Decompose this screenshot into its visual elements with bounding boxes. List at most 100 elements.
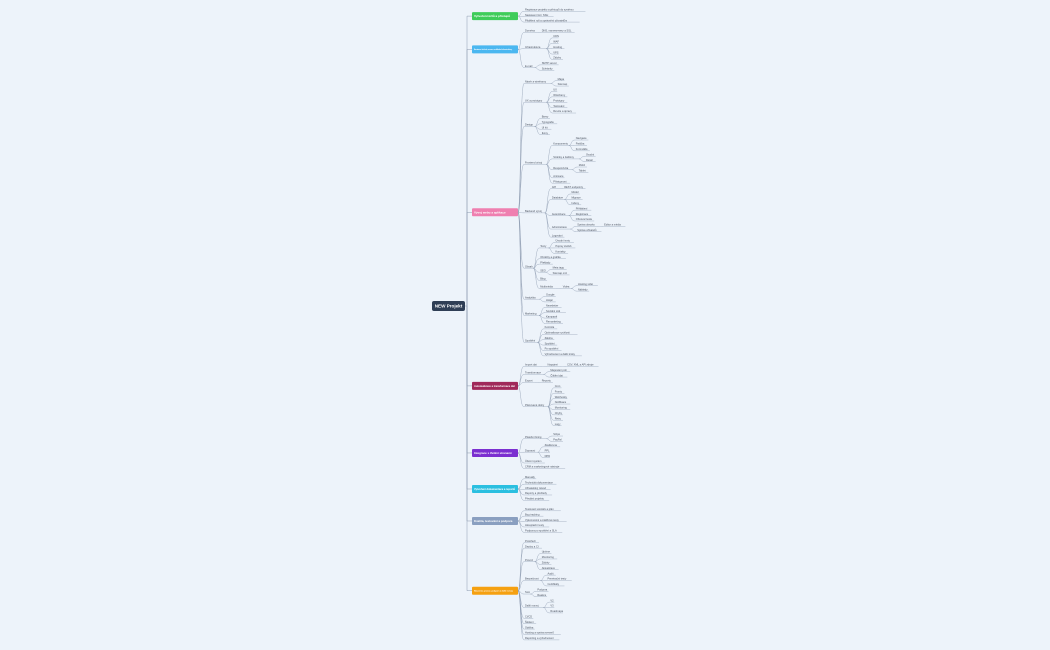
connector bbox=[537, 342, 544, 357]
node-label: Logy bbox=[555, 422, 561, 426]
node-label: Obnova hesla bbox=[576, 217, 593, 221]
connector bbox=[517, 15, 525, 23]
connector bbox=[540, 580, 547, 587]
node-label: Záloha bbox=[545, 336, 553, 340]
connector bbox=[517, 374, 525, 387]
connector bbox=[546, 145, 553, 165]
node-label: Newsletter bbox=[546, 303, 558, 307]
connector bbox=[466, 212, 472, 306]
node-label: UX a prototypy bbox=[525, 98, 543, 102]
node-label: Správa uživatelů bbox=[577, 228, 597, 232]
node-label: Hosting bbox=[553, 45, 562, 49]
connector bbox=[517, 438, 525, 454]
connector bbox=[534, 561, 541, 570]
node-label: V2 bbox=[550, 598, 554, 602]
node-label: Uptime bbox=[542, 550, 551, 554]
connector bbox=[570, 228, 577, 232]
node-label: Hotjar bbox=[546, 298, 553, 302]
node-label: Patička bbox=[576, 142, 585, 146]
node-label: Cron bbox=[555, 384, 561, 388]
node-label: Audit bbox=[548, 571, 554, 575]
branch-label: Automatizace a transformace dat bbox=[474, 384, 515, 388]
node-label: Google bbox=[546, 293, 555, 297]
connector bbox=[538, 315, 546, 324]
branch-box bbox=[472, 45, 518, 54]
connector bbox=[564, 193, 571, 200]
connector bbox=[530, 593, 537, 597]
node-label: Export bbox=[525, 379, 533, 383]
node-label: E-mail bbox=[525, 64, 533, 68]
node-label: Reakce bbox=[537, 593, 546, 597]
node-label: Reporty a přehledy bbox=[525, 491, 548, 495]
connector bbox=[517, 366, 525, 387]
node-label: Detail bbox=[586, 158, 593, 162]
node-label: Optimalizace rychlosti bbox=[545, 330, 571, 334]
branch-box bbox=[472, 484, 518, 493]
node-label: Obsah bbox=[525, 264, 533, 268]
node-label: Monitoring bbox=[555, 406, 568, 410]
connector bbox=[534, 126, 541, 135]
node-label: Ikony bbox=[542, 131, 549, 135]
node-label: Certifikáty bbox=[548, 582, 560, 586]
connector bbox=[517, 488, 525, 501]
node-label: Popisy služeb bbox=[556, 244, 573, 248]
node-label: Školení bbox=[525, 619, 534, 624]
connector bbox=[571, 169, 578, 173]
node-label: Backend vývoj bbox=[525, 209, 542, 213]
node-label: Podpora po spuštění a SLA bbox=[525, 529, 557, 533]
node-label: Platební brány bbox=[525, 435, 542, 439]
node-label: Kontakty bbox=[556, 250, 567, 254]
node-label: Multimédia bbox=[540, 285, 553, 289]
connector bbox=[530, 591, 537, 595]
connector bbox=[546, 164, 553, 184]
node-label: Další rozvoj bbox=[525, 604, 539, 608]
node-label: Překlady bbox=[540, 260, 551, 264]
node-label: Import dat bbox=[525, 362, 537, 366]
node-label: SLA bbox=[525, 590, 530, 594]
node-label: Revize a úpravy bbox=[553, 109, 572, 113]
node-label: REST endpointy bbox=[564, 185, 584, 189]
connector bbox=[534, 64, 541, 68]
node-label: Technická dokumentace bbox=[525, 480, 553, 484]
connector bbox=[546, 102, 553, 114]
connector bbox=[539, 299, 546, 303]
branch-label: Integrace s třetími stranami bbox=[474, 451, 512, 455]
connector bbox=[564, 199, 571, 205]
node-label: Návrh a wireframy bbox=[525, 80, 547, 84]
connector bbox=[534, 553, 541, 562]
node-label: API bbox=[552, 185, 556, 189]
connector bbox=[543, 607, 550, 614]
branch-label: Kvalita, testování a podpora bbox=[474, 519, 513, 523]
connector bbox=[570, 288, 578, 292]
connector bbox=[517, 212, 525, 316]
node-label: Prostředí bbox=[525, 539, 536, 543]
connector bbox=[544, 188, 552, 214]
node-label: Spuštění bbox=[525, 339, 536, 343]
node-label: Mapování polí bbox=[550, 368, 567, 372]
node-label: Bezpečnost bbox=[525, 577, 539, 581]
connector bbox=[547, 406, 554, 426]
node-label: Formuláře bbox=[576, 147, 588, 151]
node-label: Frontend vývoj bbox=[525, 160, 542, 164]
node-label: Penetrační testy bbox=[548, 577, 567, 581]
connector bbox=[546, 438, 553, 442]
node-label: Logování bbox=[552, 233, 563, 237]
connector bbox=[534, 118, 541, 127]
node-label: Aktualizace bbox=[542, 566, 556, 570]
connector bbox=[533, 263, 540, 269]
connector bbox=[517, 385, 525, 407]
connector bbox=[537, 342, 544, 351]
connector bbox=[571, 166, 578, 170]
node-label: Design bbox=[525, 123, 534, 127]
node-label: Napojení bbox=[548, 362, 559, 366]
node-label: Čištění dat bbox=[550, 372, 563, 377]
node-label: VPS bbox=[553, 50, 558, 54]
node-label: Hosting a správa serverů bbox=[525, 631, 554, 635]
node-label: Kampaně bbox=[546, 314, 558, 318]
connector bbox=[568, 145, 575, 152]
connector bbox=[546, 48, 553, 60]
connector bbox=[466, 306, 472, 591]
node-label: CDN bbox=[553, 34, 559, 38]
connector bbox=[517, 520, 525, 533]
